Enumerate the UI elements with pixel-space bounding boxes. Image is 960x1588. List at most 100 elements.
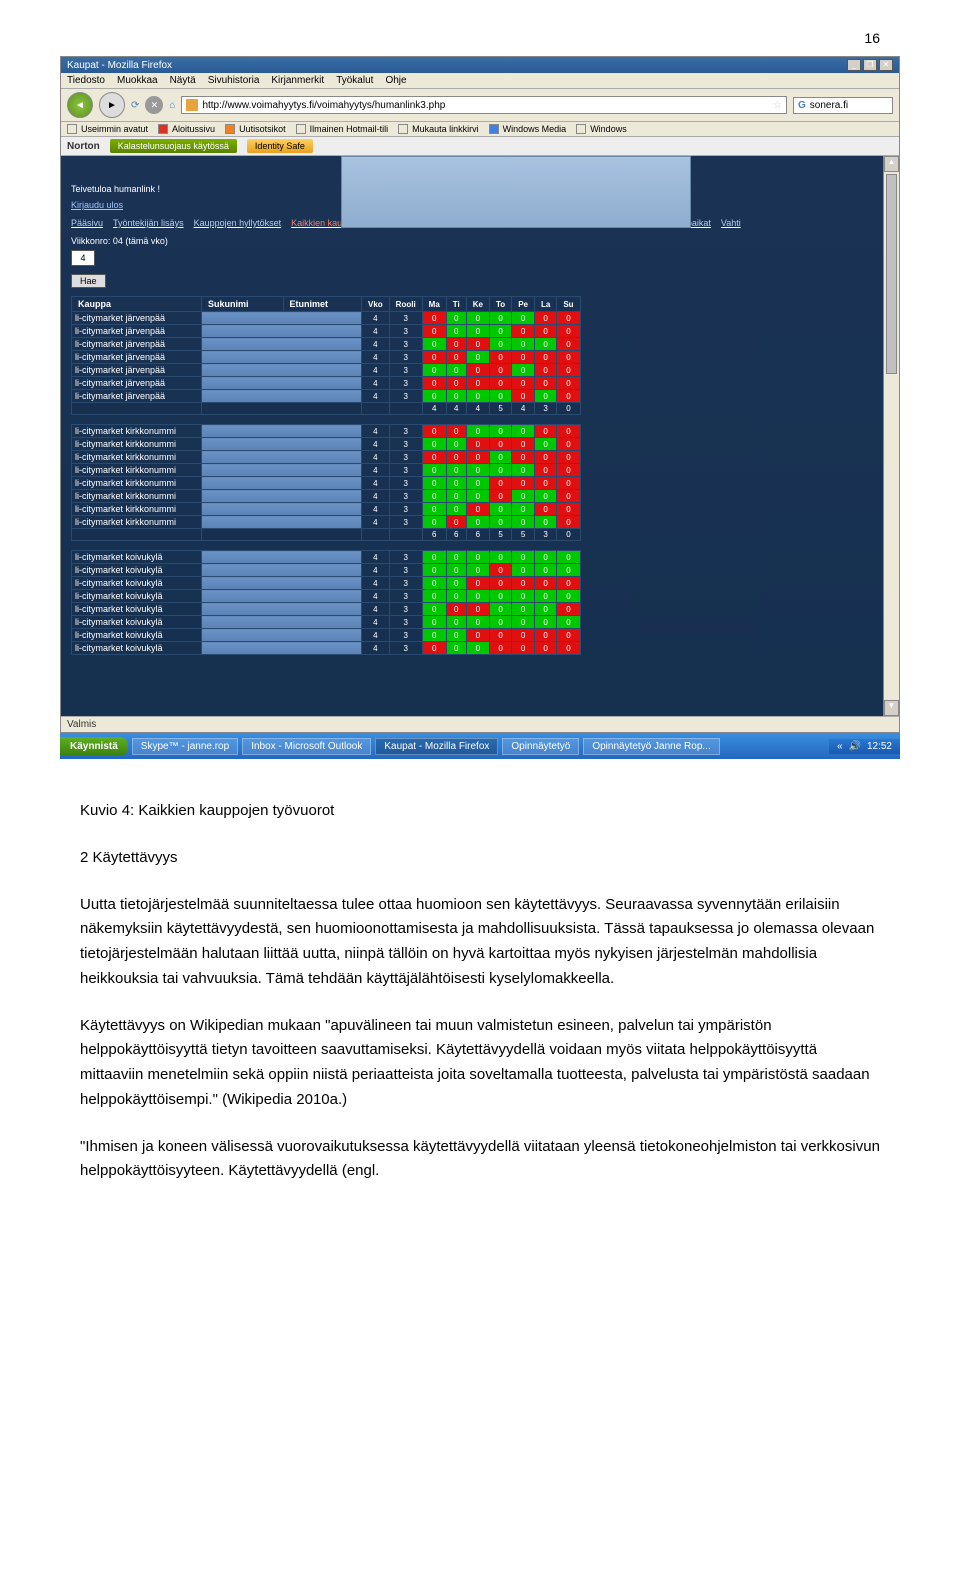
bookmark-hotmail[interactable]: Ilmainen Hotmail-tili	[296, 124, 389, 134]
table-cell: 0	[466, 577, 489, 590]
table-cell: 0	[557, 390, 580, 403]
menu-tools[interactable]: Työkalut	[336, 75, 373, 86]
bookmark-wm[interactable]: Windows Media	[489, 124, 567, 134]
scroll-up-button[interactable]: ▲	[884, 156, 899, 172]
menu-help[interactable]: Ohje	[385, 75, 406, 86]
table-cell: 3	[389, 503, 422, 516]
tab-watch[interactable]: Vahti	[721, 218, 741, 228]
table-cell: 3	[389, 377, 422, 390]
table-header: Ti	[446, 297, 466, 312]
taskbar-item-firefox[interactable]: Kaupat - Mozilla Firefox	[375, 738, 498, 755]
table-cell: li-citymarket koivukylä	[72, 564, 202, 577]
table-cell: 0	[512, 616, 535, 629]
tab-store-shifts[interactable]: Kauppojen hyllytökset	[194, 218, 282, 228]
table-cell: 0	[466, 425, 489, 438]
norton-logo: Norton	[67, 141, 100, 152]
table-cell: 0	[490, 629, 512, 642]
table-cell: 0	[534, 642, 556, 655]
table-cell: 0	[490, 490, 512, 503]
norton-phishing-badge[interactable]: Kalastelunsuojaus käytössä	[110, 139, 237, 153]
table-cell: 0	[466, 490, 489, 503]
table-cell: 0	[446, 503, 466, 516]
taskbar-item-doc2[interactable]: Opinnäytetyö Janne Rop...	[583, 738, 719, 755]
table-cell: 0	[512, 325, 535, 338]
table-cell: 3	[389, 338, 422, 351]
bookmark-bar: Useimmin avatut Aloitussivu Uutisotsikot…	[61, 122, 899, 137]
back-button[interactable]: ◄	[67, 92, 93, 118]
table-cell: 3	[534, 529, 556, 541]
table-cell: 0	[446, 325, 466, 338]
reload-button[interactable]: ⟳	[131, 100, 139, 111]
table-cell: 0	[490, 503, 512, 516]
menu-view[interactable]: Näytä	[170, 75, 196, 86]
forward-button[interactable]: ►	[99, 92, 125, 118]
menu-history[interactable]: Sivuhistoria	[208, 75, 260, 86]
table-cell: 0	[446, 377, 466, 390]
table-cell: 4	[446, 403, 466, 415]
window-buttons: _ ❐ ✕	[847, 59, 893, 71]
search-button[interactable]: Hae	[71, 274, 106, 288]
table-cell: 0	[490, 590, 512, 603]
home-button[interactable]: ⌂	[169, 100, 175, 111]
menu-file[interactable]: Tiedosto	[67, 75, 105, 86]
table-cell: 4	[362, 364, 390, 377]
minimize-button[interactable]: _	[847, 59, 861, 71]
titlebar: Kaupat - Mozilla Firefox _ ❐ ✕	[61, 57, 899, 73]
bookmark-windows[interactable]: Windows	[576, 124, 627, 134]
table-cell: li-citymarket koivukylä	[72, 603, 202, 616]
stop-button[interactable]: ✕	[145, 96, 163, 114]
table-cell: 0	[512, 490, 535, 503]
table-header: Rooli	[389, 297, 422, 312]
table-cell: 0	[512, 312, 535, 325]
bookmark-news[interactable]: Uutisotsikot	[225, 124, 286, 134]
table-cell: 0	[512, 364, 535, 377]
redacted-cell	[202, 312, 362, 325]
redacted-cell	[202, 425, 362, 438]
table-cell: 0	[466, 590, 489, 603]
page-number: 16	[0, 0, 960, 56]
bookmark-star-icon[interactable]: ☆	[773, 100, 782, 111]
logout-link[interactable]: Kirjaudu ulos	[71, 200, 123, 210]
table-cell: 3	[389, 577, 422, 590]
url-bar[interactable]: http://www.voimahyytys.fi/voimahyytys/hu…	[181, 96, 787, 114]
table-cell: 0	[490, 616, 512, 629]
table-cell: 0	[446, 642, 466, 655]
maximize-button[interactable]: ❐	[863, 59, 877, 71]
bookmark-home[interactable]: Aloitussivu	[158, 124, 215, 134]
norton-identity-badge[interactable]: Identity Safe	[247, 139, 313, 153]
table-cell: 0	[490, 312, 512, 325]
menu-edit[interactable]: Muokkaa	[117, 75, 158, 86]
table-cell: 0	[557, 503, 580, 516]
scroll-down-button[interactable]: ▼	[884, 700, 899, 716]
scroll-thumb[interactable]	[886, 174, 897, 374]
table-cell: 0	[466, 364, 489, 377]
search-box[interactable]: G sonera.fi	[793, 97, 893, 114]
table-cell: 0	[512, 603, 535, 616]
close-button[interactable]: ✕	[879, 59, 893, 71]
redacted-cell	[202, 616, 362, 629]
taskbar-item-skype[interactable]: Skype™ - janne.rop	[132, 738, 238, 755]
taskbar-item-doc1[interactable]: Opinnäytetyö	[502, 738, 579, 755]
page-content: Teivetuloa humanlink ! Kirjaudu ulos Pää…	[61, 156, 899, 716]
table-cell: 0	[557, 477, 580, 490]
table-header: Vko	[362, 297, 390, 312]
bookmark-customize[interactable]: Mukauta linkkirvi	[398, 124, 479, 134]
table-cell: li-citymarket kirkkonummi	[72, 451, 202, 464]
url-text: http://www.voimahyytys.fi/voimahyytys/hu…	[202, 100, 445, 111]
tray-icon[interactable]: 🔊	[849, 741, 861, 752]
table-cell: 0	[446, 425, 466, 438]
table-cell: 0	[557, 464, 580, 477]
taskbar-item-outlook[interactable]: Inbox - Microsoft Outlook	[242, 738, 371, 755]
week-input[interactable]	[71, 250, 95, 266]
tray-chevron-icon[interactable]: «	[837, 741, 843, 752]
vertical-scrollbar[interactable]: ▲ ▼	[883, 156, 899, 716]
menu-bookmarks[interactable]: Kirjanmerkit	[271, 75, 324, 86]
tab-main[interactable]: Pääsivu	[71, 218, 103, 228]
start-button[interactable]: Käynnistä	[60, 737, 128, 756]
bookmark-most-visited[interactable]: Useimmin avatut	[67, 124, 148, 134]
tab-add-employee[interactable]: Työntekijän lisäys	[113, 218, 184, 228]
table-cell: 0	[557, 451, 580, 464]
redacted-cell	[202, 338, 362, 351]
table-cell: 3	[389, 590, 422, 603]
table-cell: 4	[362, 312, 390, 325]
